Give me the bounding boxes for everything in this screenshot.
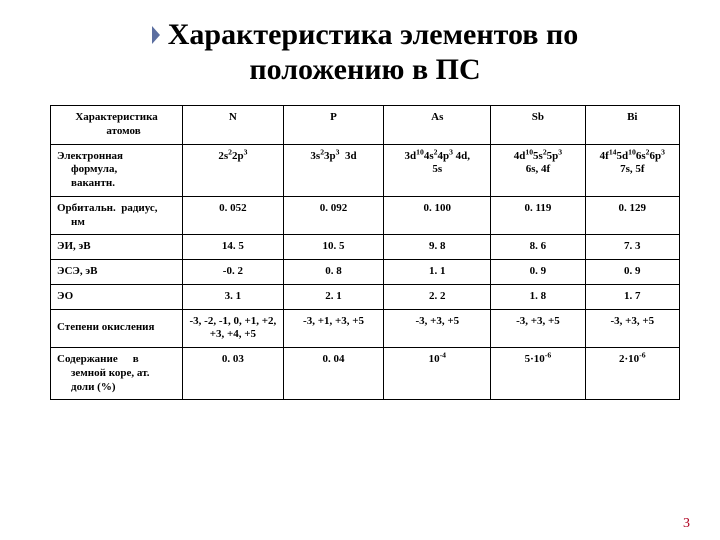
cell-As: 10-4 (384, 348, 491, 400)
cell-P: 0. 092 (283, 196, 384, 235)
cell-P: 0. 8 (283, 260, 384, 285)
row-label: Электроннаяформула,вакантн. (51, 144, 183, 196)
cell-N: -0. 2 (183, 260, 284, 285)
cell-Bi: 0. 129 (585, 196, 679, 235)
characteristics-table: Характеристикаатомов N P As Sb Bi Электр… (50, 105, 680, 400)
cell-As: 9. 8 (384, 235, 491, 260)
cell-Sb: 4d105s25p36s, 4f (491, 144, 585, 196)
col-header-As: As (384, 106, 491, 145)
row-label: Степени окисления (51, 309, 183, 348)
cell-Sb: -3, +3, +5 (491, 309, 585, 348)
cell-Bi: 2·10-6 (585, 348, 679, 400)
slide-title: Характеристика элементов по положению в … (50, 18, 680, 87)
table-row: Содержание вземной коре, ат.доли (%)0. 0… (51, 348, 680, 400)
cell-Bi: 4f145d106s26p37s, 5f (585, 144, 679, 196)
cell-Bi: 1. 7 (585, 284, 679, 309)
cell-Sb: 1. 8 (491, 284, 585, 309)
cell-P: 10. 5 (283, 235, 384, 260)
cell-Bi: 7. 3 (585, 235, 679, 260)
table-header-row: Характеристикаатомов N P As Sb Bi (51, 106, 680, 145)
cell-Sb: 0. 119 (491, 196, 585, 235)
cell-P: 2. 1 (283, 284, 384, 309)
cell-Sb: 0. 9 (491, 260, 585, 285)
cell-As: 2. 2 (384, 284, 491, 309)
title-line1: Характеристика элементов по (168, 18, 579, 51)
cell-P: -3, +1, +3, +5 (283, 309, 384, 348)
table-row: ЭО3. 12. 12. 21. 81. 7 (51, 284, 680, 309)
cell-N: 0. 052 (183, 196, 284, 235)
table-row: Электроннаяформула,вакантн.2s22p33s23p3 … (51, 144, 680, 196)
cell-Bi: -3, +3, +5 (585, 309, 679, 348)
col-header-Sb: Sb (491, 106, 585, 145)
title-line2: положению в ПС (249, 53, 480, 86)
cell-Sb: 5·10-6 (491, 348, 585, 400)
title-marker-icon (152, 24, 162, 46)
cell-N: 3. 1 (183, 284, 284, 309)
cell-P: 3s23p3 3d (283, 144, 384, 196)
table-row: Орбитальн. радиус,нм0. 0520. 0920. 1000.… (51, 196, 680, 235)
cell-N: 0. 03 (183, 348, 284, 400)
cell-As: 0. 100 (384, 196, 491, 235)
table-row: Степени окисления-3, -2, -1, 0, +1, +2, … (51, 309, 680, 348)
cell-P: 0. 04 (283, 348, 384, 400)
cell-Bi: 0. 9 (585, 260, 679, 285)
col-header-label: Характеристикаатомов (51, 106, 183, 145)
table-row: ЭИ, эВ14. 510. 59. 88. 67. 3 (51, 235, 680, 260)
col-header-P: P (283, 106, 384, 145)
cell-As: 1. 1 (384, 260, 491, 285)
cell-As: 3d104s24p3 4d,5s (384, 144, 491, 196)
row-label: Содержание вземной коре, ат.доли (%) (51, 348, 183, 400)
cell-N: -3, -2, -1, 0, +1, +2, +3, +4, +5 (183, 309, 284, 348)
col-header-N: N (183, 106, 284, 145)
row-label: ЭО (51, 284, 183, 309)
row-label: ЭСЭ, эВ (51, 260, 183, 285)
page-number: 3 (683, 516, 690, 532)
col-header-Bi: Bi (585, 106, 679, 145)
cell-N: 14. 5 (183, 235, 284, 260)
cell-Sb: 8. 6 (491, 235, 585, 260)
cell-N: 2s22p3 (183, 144, 284, 196)
row-label: ЭИ, эВ (51, 235, 183, 260)
row-label: Орбитальн. радиус,нм (51, 196, 183, 235)
cell-As: -3, +3, +5 (384, 309, 491, 348)
table-row: ЭСЭ, эВ-0. 20. 81. 10. 90. 9 (51, 260, 680, 285)
